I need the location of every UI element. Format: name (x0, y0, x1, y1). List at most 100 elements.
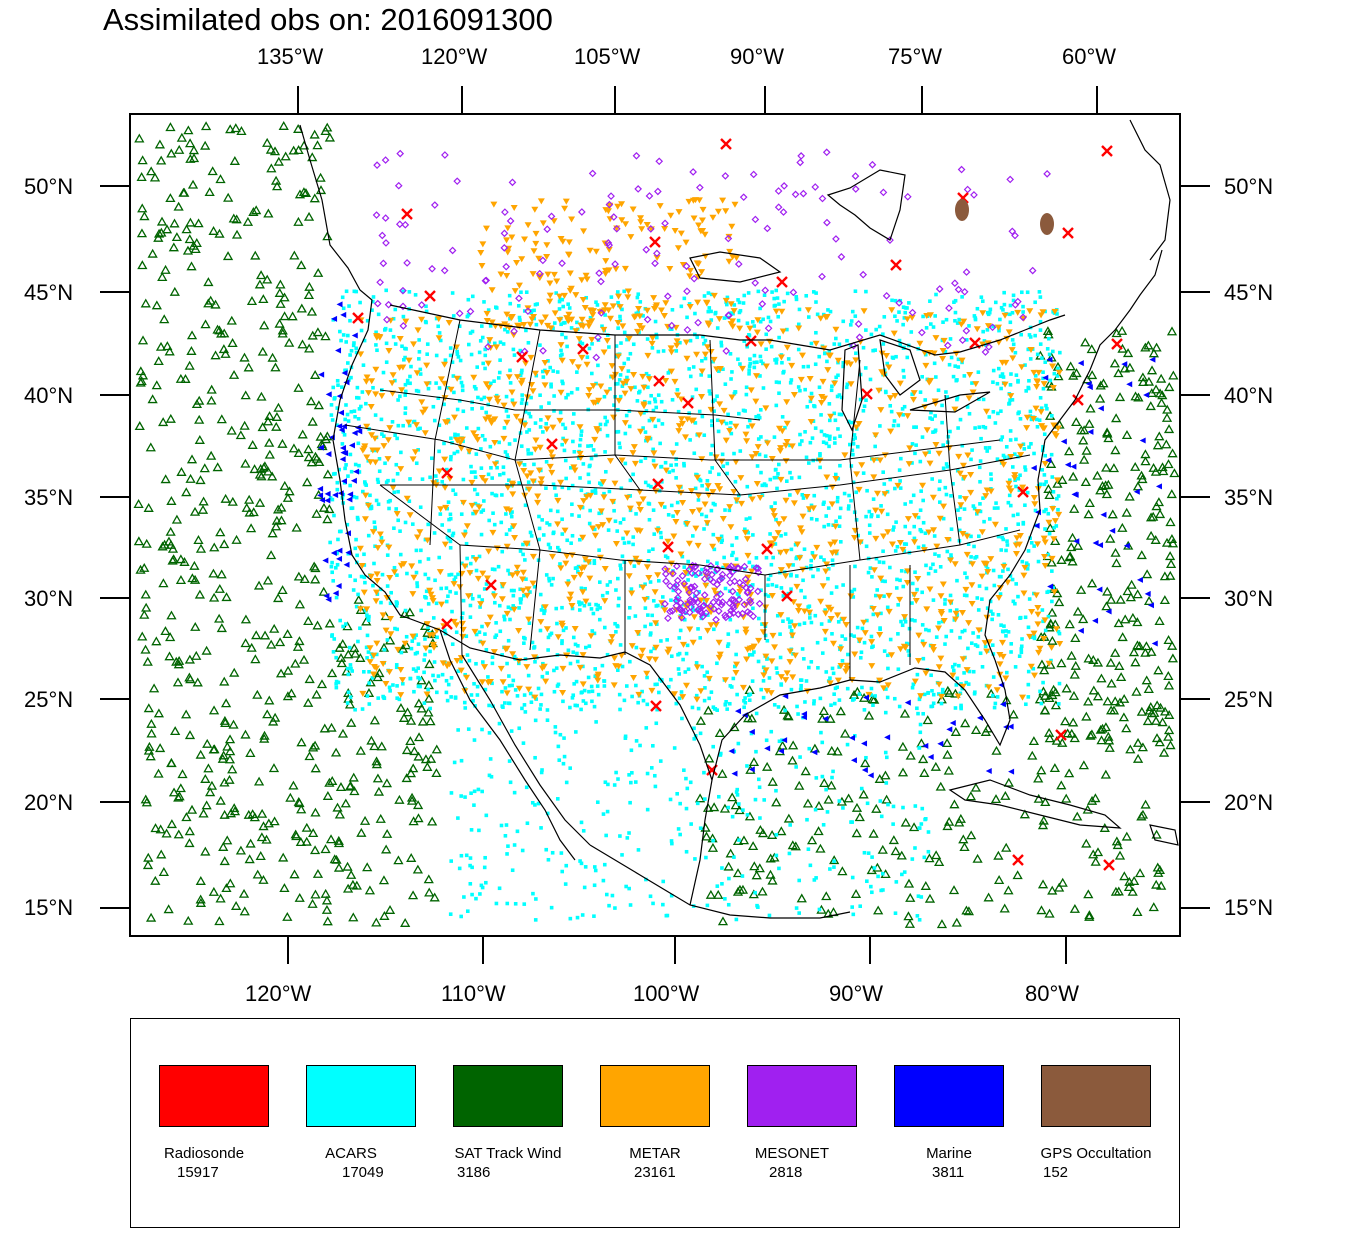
obs-marker (641, 314, 645, 318)
obs-marker (973, 317, 978, 322)
obs-marker (875, 387, 883, 394)
obs-marker (265, 550, 277, 560)
obs-marker (876, 457, 884, 464)
obs-marker (877, 407, 885, 414)
obs-marker (1027, 378, 1031, 383)
obs-marker (339, 529, 343, 534)
obs-marker (297, 339, 308, 349)
obs-marker (851, 480, 856, 485)
obs-marker (985, 310, 990, 315)
obs-marker (593, 667, 598, 671)
obs-marker (509, 511, 513, 515)
obs-marker (363, 482, 368, 486)
obs-marker (645, 656, 653, 663)
obs-marker (1055, 496, 1059, 501)
obs-marker (828, 867, 832, 871)
obs-marker (637, 410, 645, 417)
obs-marker (960, 295, 964, 299)
obs-marker (999, 548, 1004, 552)
obs-marker (861, 471, 866, 475)
obs-marker (1051, 349, 1055, 354)
obs-marker (761, 679, 766, 683)
obs-marker (555, 621, 559, 626)
obs-marker (133, 499, 144, 509)
obs-marker (839, 540, 843, 544)
obs-marker (938, 610, 946, 617)
obs-marker (184, 730, 196, 740)
obs-marker (208, 226, 219, 235)
obs-marker (563, 335, 568, 340)
obs-marker (186, 330, 198, 340)
obs-marker (483, 353, 488, 358)
obs-marker (926, 460, 934, 467)
obs-marker (718, 753, 723, 757)
obs-marker (1061, 683, 1072, 693)
obs-marker (884, 529, 892, 536)
obs-marker (1110, 647, 1121, 657)
obs-marker (876, 594, 884, 601)
obs-marker (893, 486, 897, 491)
obs-marker (726, 427, 734, 434)
obs-marker (1072, 811, 1083, 821)
obs-marker (1114, 392, 1126, 402)
obs-marker (329, 413, 334, 417)
obs-marker (711, 744, 716, 749)
obs-marker (707, 389, 712, 393)
obs-marker (145, 751, 156, 761)
obs-marker (734, 557, 739, 561)
obs-marker (1070, 660, 1081, 670)
obs-marker (366, 645, 374, 652)
obs-marker (702, 294, 707, 298)
obs-marker (457, 445, 465, 452)
obs-marker (802, 547, 807, 552)
obs-marker (277, 585, 288, 595)
obs-marker (969, 641, 974, 645)
obs-marker (527, 411, 531, 416)
obs-marker (371, 583, 375, 588)
obs-marker (799, 687, 803, 692)
obs-marker (757, 886, 768, 896)
obs-marker (885, 361, 889, 366)
obs-marker (541, 382, 549, 389)
obs-marker (403, 406, 408, 410)
obs-marker (894, 880, 899, 884)
obs-marker (1103, 479, 1114, 489)
obs-marker (1084, 498, 1095, 507)
obs-marker (812, 493, 817, 498)
obs-marker (141, 602, 152, 612)
obs-marker (993, 421, 998, 425)
obs-marker (368, 432, 376, 439)
obs-marker (823, 608, 827, 612)
obs-marker (762, 761, 773, 771)
obs-marker (1056, 780, 1067, 790)
obs-marker (783, 420, 791, 427)
obs-marker (758, 816, 762, 820)
obs-marker (314, 457, 325, 467)
obs-marker (718, 458, 726, 465)
obs-marker (723, 382, 728, 386)
obs-marker (585, 355, 590, 359)
obs-marker (647, 400, 652, 405)
obs-marker (639, 647, 647, 654)
obs-marker (919, 895, 924, 899)
obs-marker (904, 918, 916, 928)
obs-marker (748, 568, 756, 575)
obs-marker (1038, 395, 1043, 400)
obs-marker (898, 486, 903, 490)
obs-marker (1028, 536, 1032, 540)
obs-marker (724, 421, 729, 426)
obs-marker (347, 304, 351, 308)
obs-marker (910, 685, 915, 690)
obs-marker (827, 350, 831, 354)
obs-marker (506, 414, 511, 419)
obs-marker (597, 548, 601, 552)
obs-marker (911, 513, 919, 520)
obs-marker (550, 850, 555, 855)
obs-marker (1025, 290, 1030, 295)
obs-marker (653, 424, 658, 429)
obs-marker (139, 609, 150, 619)
obs-marker (723, 508, 727, 512)
obs-marker (532, 584, 537, 589)
obs-marker (680, 554, 685, 559)
obs-marker (829, 703, 833, 707)
